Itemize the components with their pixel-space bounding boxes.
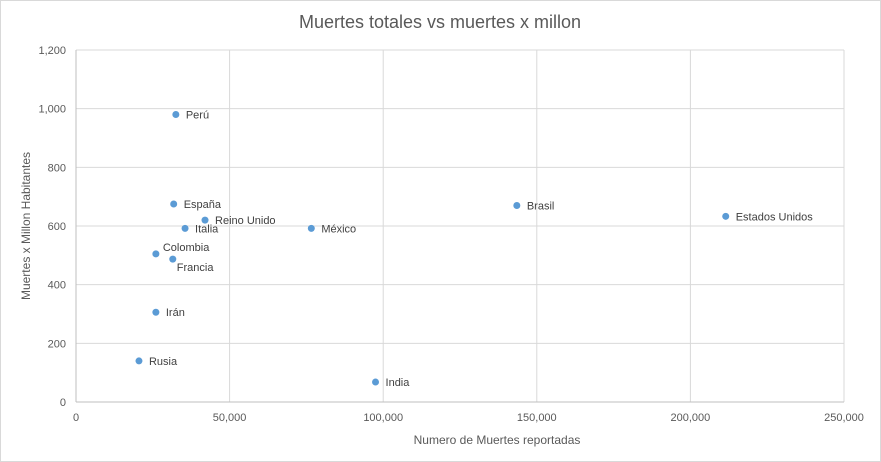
data-point [169,255,177,263]
y-axis-ticks: 0 200 400 600 800 1,000 1,200 [38,45,66,409]
data-point [152,250,160,258]
data-point [172,111,180,119]
data-point-label: Perú [186,110,209,122]
data-point-label: Rusia [149,356,178,368]
y-tick-label: 1,000 [38,104,66,116]
x-tick-label: 250,000 [824,412,864,424]
y-tick-label: 0 [60,397,66,409]
data-point-label: Francia [177,262,215,274]
data-point-label: Brasil [527,200,555,212]
y-tick-label: 600 [48,221,66,233]
y-tick-label: 800 [48,162,66,174]
data-point-label: India [386,377,411,389]
x-tick-label: 200,000 [671,412,711,424]
data-point-label: Colombia [163,242,210,254]
data-point-label: Italia [195,223,219,235]
y-axis-label: Muertes x Millon Habitantes [19,152,33,300]
data-point [201,216,209,224]
y-tick-label: 400 [48,280,66,292]
x-tick-label: 0 [73,412,79,424]
data-point-label: Irán [166,307,185,319]
axes [75,50,844,403]
data-point [513,201,521,209]
data-point [181,224,189,232]
gridlines [76,49,845,402]
data-point [722,212,730,220]
data-point-label: México [321,223,356,235]
y-tick-label: 200 [48,338,66,350]
x-tick-label: 100,000 [363,412,403,424]
data-point-label: España [184,199,222,211]
data-point [152,308,160,316]
y-tick-label: 1,200 [38,45,66,57]
data-point [135,357,143,365]
x-axis-label: Numero de Muertes reportadas [414,433,581,447]
data-point [372,378,380,386]
x-axis-ticks: 0 50,000 100,000 150,000 200,000 250,000 [73,412,864,424]
data-point-label: Estados Unidos [736,211,814,223]
data-point-label: Reino Unido [215,215,276,227]
chart-title: Muertes totales vs muertes x millon [299,12,581,32]
data-point [170,200,178,208]
data-point [307,224,315,232]
x-tick-label: 150,000 [517,412,557,424]
x-tick-label: 50,000 [213,412,247,424]
